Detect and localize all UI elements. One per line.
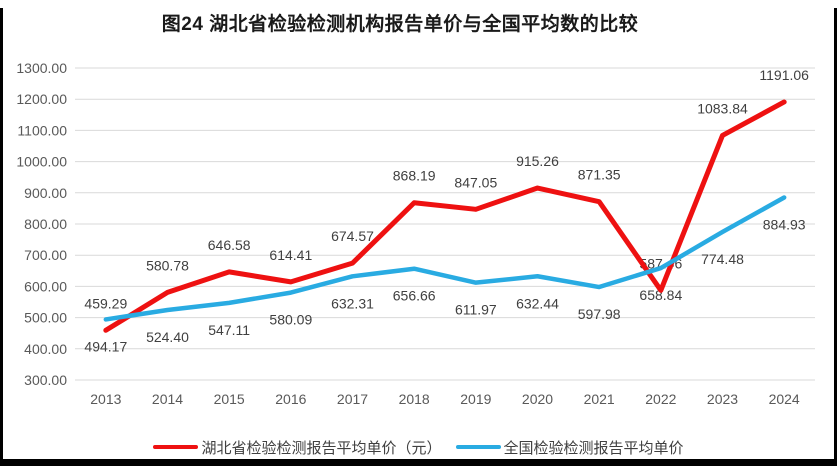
legend-label-national: 全国检验检测报告平均单价	[503, 439, 684, 457]
x-tick-label: 2022	[645, 391, 676, 407]
y-tick-label: 1300.00	[16, 60, 67, 76]
legend-item-hubei: 湖北省检验检测报告平均单价（元）	[153, 437, 442, 458]
x-tick-label: 2020	[522, 391, 553, 407]
series-line-0	[103, 99, 787, 333]
data-label-series-1: 774.48	[701, 251, 744, 267]
data-label-series-1: 656.66	[393, 288, 436, 304]
x-tick-label: 2014	[152, 391, 183, 407]
y-tick-label: 800.00	[24, 216, 67, 232]
data-label-series-0: 847.05	[454, 174, 497, 190]
data-label-series-0: 868.19	[393, 168, 436, 184]
data-label-series-0: 871.35	[578, 167, 621, 183]
table-border-left	[0, 8, 3, 466]
y-tick-label: 900.00	[24, 185, 67, 201]
x-tick-label: 2015	[214, 391, 245, 407]
table-border-bottom	[0, 459, 837, 466]
data-label-series-1: 884.93	[763, 217, 806, 233]
data-label-series-1: 632.44	[516, 295, 559, 311]
y-tick-label: 300.00	[24, 372, 67, 388]
data-label-series-1: 494.17	[84, 338, 127, 354]
data-label-series-0: 1191.06	[759, 67, 809, 83]
x-tick-label: 2024	[769, 391, 800, 407]
data-label-series-0: 459.29	[84, 295, 127, 311]
legend-swatch-national-icon	[455, 444, 501, 450]
y-tick-label: 1100.00	[17, 122, 67, 138]
data-label-series-0: 915.26	[516, 153, 559, 169]
y-tick-label: 500.00	[24, 310, 67, 326]
data-label-series-0: 1083.84	[697, 100, 748, 116]
table-border-right	[834, 8, 837, 466]
y-tick-label: 400.00	[24, 341, 67, 357]
data-label-series-0: 580.78	[146, 257, 189, 273]
data-label-series-1: 611.97	[455, 302, 497, 318]
x-tick-label: 2021	[584, 391, 615, 407]
y-tick-label: 600.00	[24, 278, 67, 294]
x-tick-label: 2016	[275, 391, 306, 407]
chart-title: 图24 湖北省检验检测机构报告单价与全国平均数的比较	[161, 14, 639, 35]
y-tick-label: 1200.00	[16, 91, 67, 107]
x-tick-label: 2023	[707, 391, 738, 407]
data-label-series-1: 632.31	[331, 295, 374, 311]
y-tick-label: 700.00	[24, 247, 67, 263]
legend-swatch-hubei-icon	[153, 444, 199, 450]
data-label-series-1: 658.84	[639, 287, 682, 303]
chart-legend: 湖北省检验检测报告平均单价（元） 全国检验检测报告平均单价	[0, 436, 837, 458]
data-label-series-1: 597.98	[578, 306, 621, 322]
data-label-series-0: 674.57	[331, 228, 374, 244]
x-tick-label: 2017	[337, 391, 368, 407]
x-tick-label: 2013	[90, 391, 121, 407]
data-label-series-0: 614.41	[269, 247, 312, 263]
legend-item-national: 全国检验检测报告平均单价	[455, 437, 684, 458]
x-tick-label: 2018	[399, 391, 430, 407]
x-tick-label: 2019	[460, 391, 491, 407]
data-label-series-0: 646.58	[208, 237, 251, 253]
series-line-1	[103, 195, 787, 322]
y-tick-label: 1000.00	[16, 154, 67, 170]
data-label-series-1: 580.09	[269, 312, 312, 328]
data-label-series-1: 547.11	[208, 322, 250, 338]
legend-label-hubei: 湖北省检验检测报告平均单价（元）	[201, 439, 442, 457]
data-label-series-1: 524.40	[146, 329, 189, 345]
